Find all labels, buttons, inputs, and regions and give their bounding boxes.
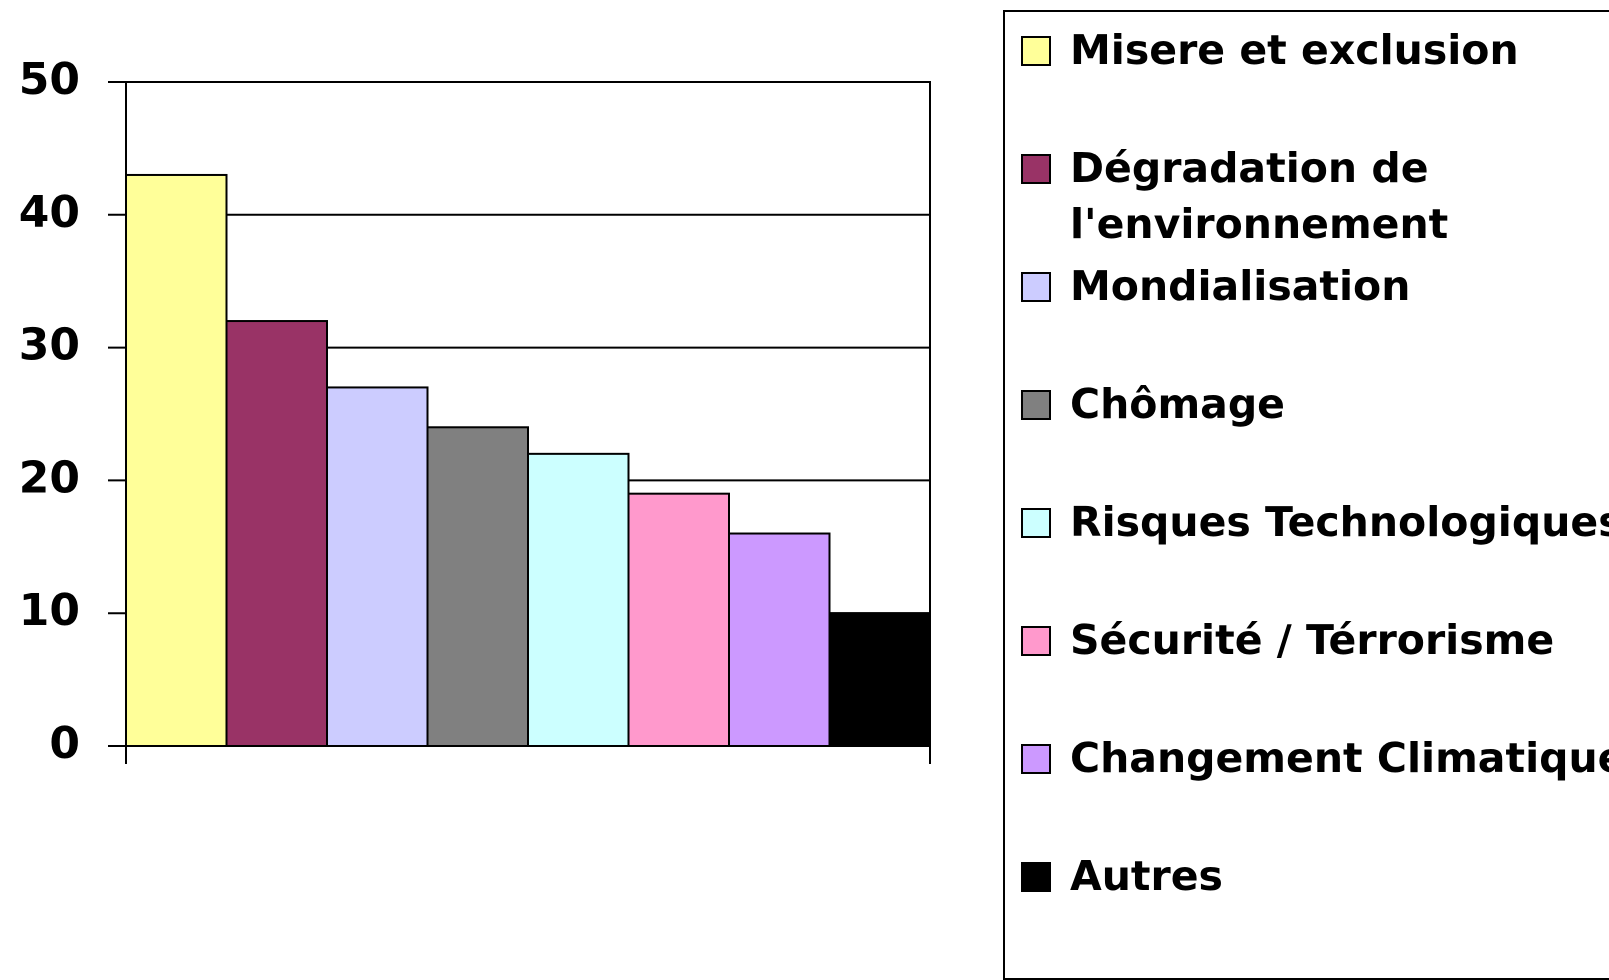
legend-item: Sécurité / Térrorisme [1005, 612, 1609, 730]
legend-label: Risques Technologiques [1070, 498, 1609, 546]
bar [527, 452, 630, 747]
legend-swatch [1021, 862, 1051, 892]
legend-item: Misere et exclusion [1005, 22, 1609, 140]
legend-label: Autres [1070, 852, 1223, 900]
legend-item: Autres [1005, 848, 1609, 966]
y-tick-label: 20 [19, 452, 80, 503]
legend-label: Chômage [1070, 380, 1285, 428]
y-tick-label: 0 [49, 718, 80, 769]
chart: 0 10 20 30 40 50 [19, 54, 931, 769]
legend-label: Sécurité / Térrorisme [1070, 616, 1555, 664]
bar [728, 532, 831, 748]
bar [326, 386, 429, 747]
legend-swatch [1021, 390, 1051, 420]
y-tick-label: 40 [19, 187, 80, 238]
legend: Misere et exclusion Dégradation de l'envi… [1003, 10, 1609, 980]
legend-label: Changement Climatique [1070, 734, 1609, 782]
bar [225, 320, 328, 747]
bar [426, 426, 529, 747]
bar [828, 612, 931, 748]
bar [125, 173, 228, 747]
legend-item: Changement Climatique [1005, 730, 1609, 848]
legend-item: Dégradation de l'environnement [1005, 140, 1609, 258]
y-tick-label: 30 [19, 320, 80, 371]
legend-swatch [1021, 272, 1051, 302]
legend-swatch [1021, 508, 1051, 538]
y-tick-label: 50 [19, 54, 80, 105]
legend-item: Risques Technologiques [1005, 494, 1609, 612]
legend-item: Mondialisation [1005, 258, 1609, 376]
legend-label: Misere et exclusion [1070, 26, 1519, 74]
legend-swatch [1021, 626, 1051, 656]
legend-swatch [1021, 154, 1051, 184]
legend-swatch [1021, 36, 1051, 66]
y-tick-label: 10 [19, 585, 80, 636]
legend-item: Chômage [1005, 376, 1609, 494]
bar [627, 492, 730, 747]
legend-label: Dégradation de l'environnement [1070, 144, 1449, 248]
legend-label: Mondialisation [1070, 262, 1411, 310]
legend-swatch [1021, 744, 1051, 774]
